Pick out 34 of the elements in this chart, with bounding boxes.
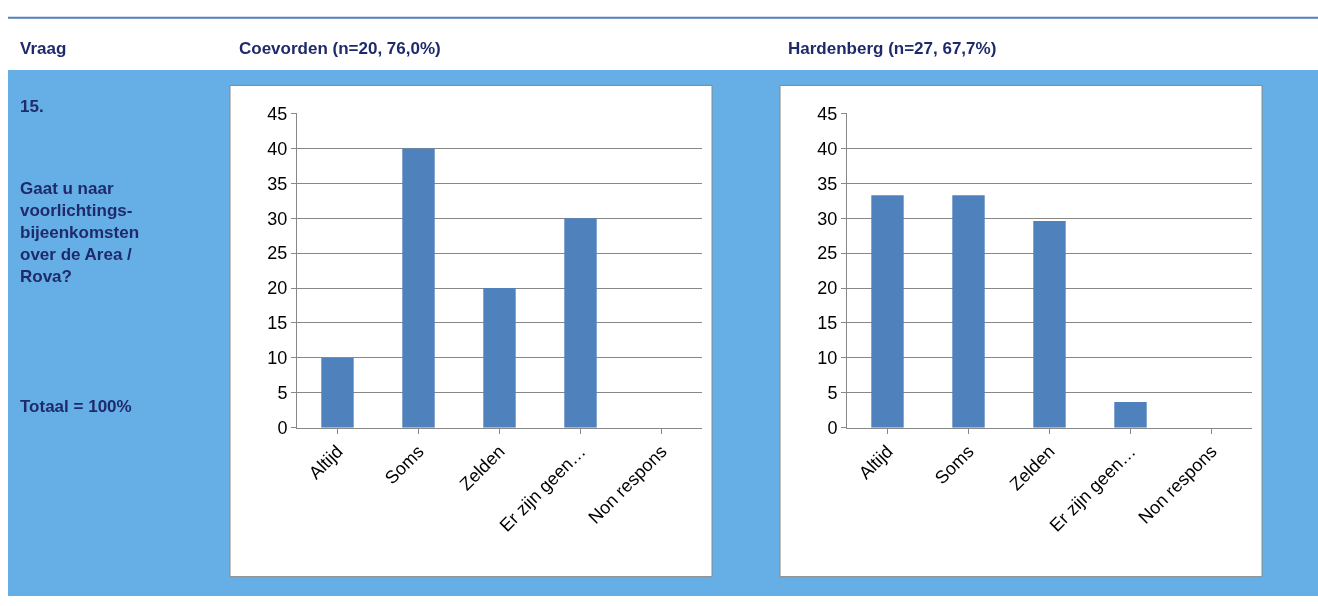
bar <box>1114 401 1147 428</box>
text: Vraag <box>20 39 67 58</box>
bar <box>321 357 354 428</box>
y-tick-label: 5 <box>277 383 288 404</box>
bar <box>402 148 435 428</box>
bar <box>871 195 904 428</box>
y-tick-label: 45 <box>817 103 838 124</box>
y-tick-label: 5 <box>827 383 838 404</box>
y-tick-label: 15 <box>817 313 838 334</box>
bar <box>1033 221 1066 428</box>
text: Totaal = 100% <box>20 397 132 416</box>
y-tick-label: 35 <box>817 173 838 194</box>
bar <box>564 218 597 428</box>
y-tick-label: 25 <box>817 243 838 264</box>
y-tick-label: 15 <box>267 313 288 334</box>
y-tick-label: 45 <box>267 103 288 124</box>
bar <box>952 195 985 428</box>
chart-title: Hardenberg (n=27, 67,7%) <box>788 39 997 58</box>
y-tick-label: 20 <box>817 278 838 299</box>
y-tick-label: 0 <box>827 418 838 439</box>
y-tick-label: 40 <box>817 138 838 159</box>
bar <box>483 288 516 428</box>
y-tick-label: 30 <box>267 208 288 229</box>
y-tick-label: 40 <box>267 138 288 159</box>
y-tick-label: 20 <box>267 278 288 299</box>
y-tick-label: 35 <box>267 173 288 194</box>
chart-title: Coevorden (n=20, 76,0%) <box>239 39 441 58</box>
y-tick-label: 30 <box>817 208 838 229</box>
text: 15. <box>20 97 44 116</box>
text: Gaat u naar voorlichtings- bijeenkomsten over de Area / Rova? <box>20 179 140 287</box>
y-tick-label: 25 <box>267 243 288 264</box>
y-tick-label: 10 <box>267 348 288 369</box>
y-tick-label: 10 <box>817 348 838 369</box>
y-tick-label: 0 <box>277 418 288 439</box>
